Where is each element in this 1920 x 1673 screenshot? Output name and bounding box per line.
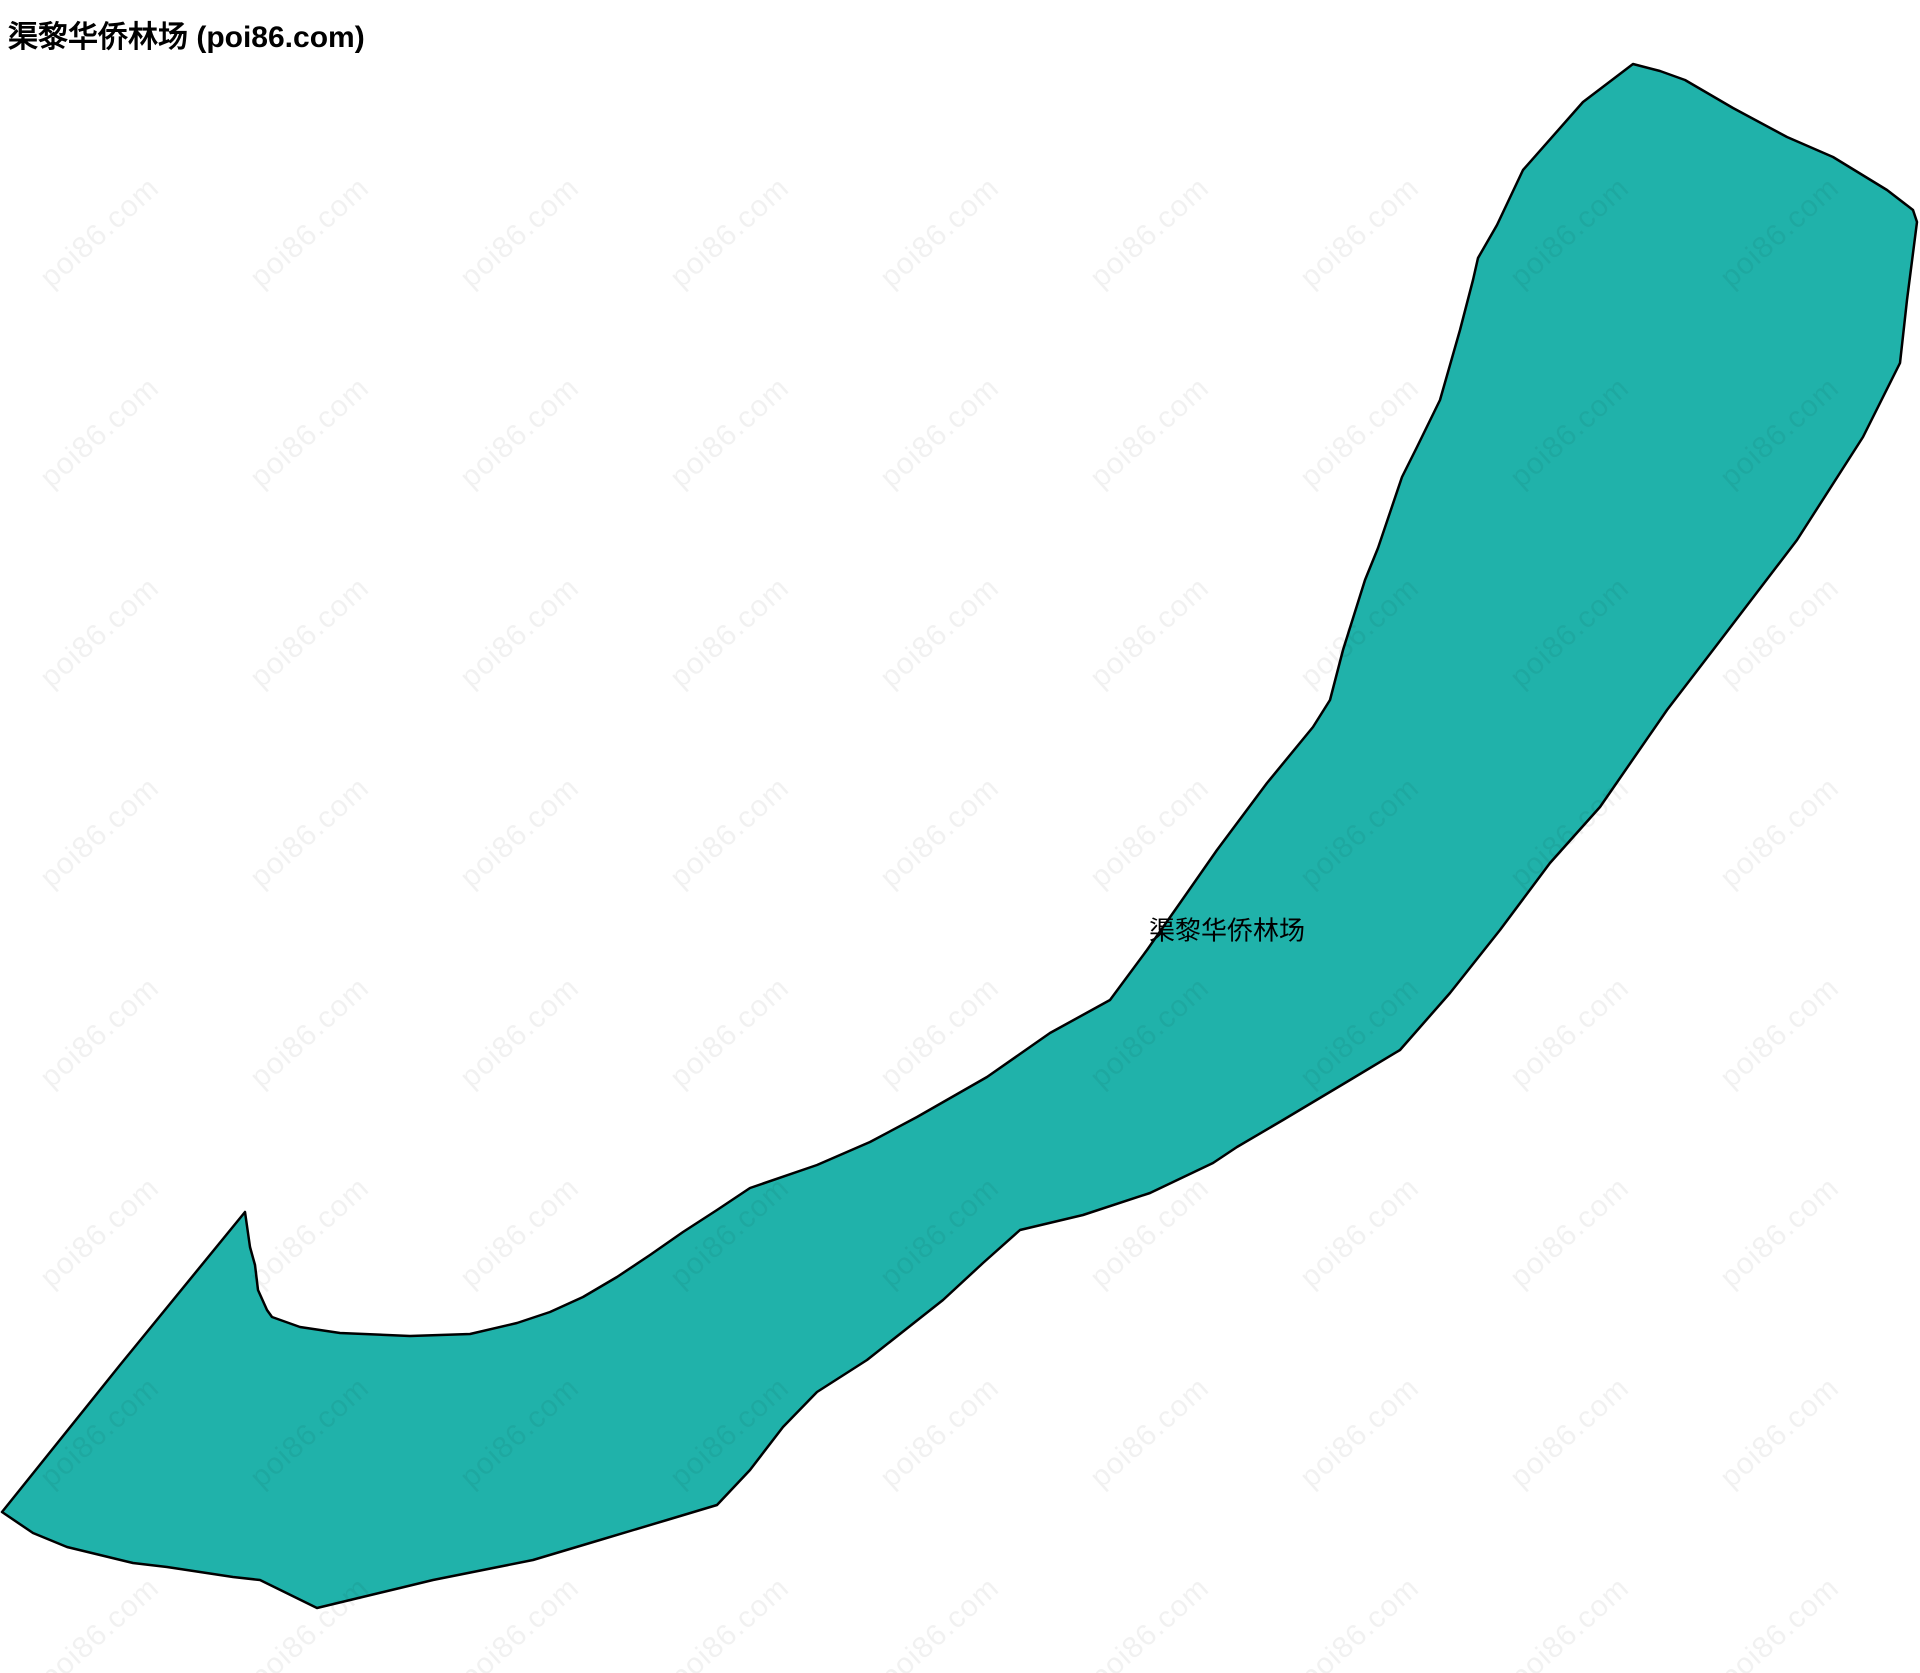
region-polygon <box>0 62 1919 1610</box>
region-label: 渠黎华侨林场 <box>1148 915 1306 946</box>
page-title: 渠黎华侨林场 (poi86.com) <box>8 21 365 54</box>
